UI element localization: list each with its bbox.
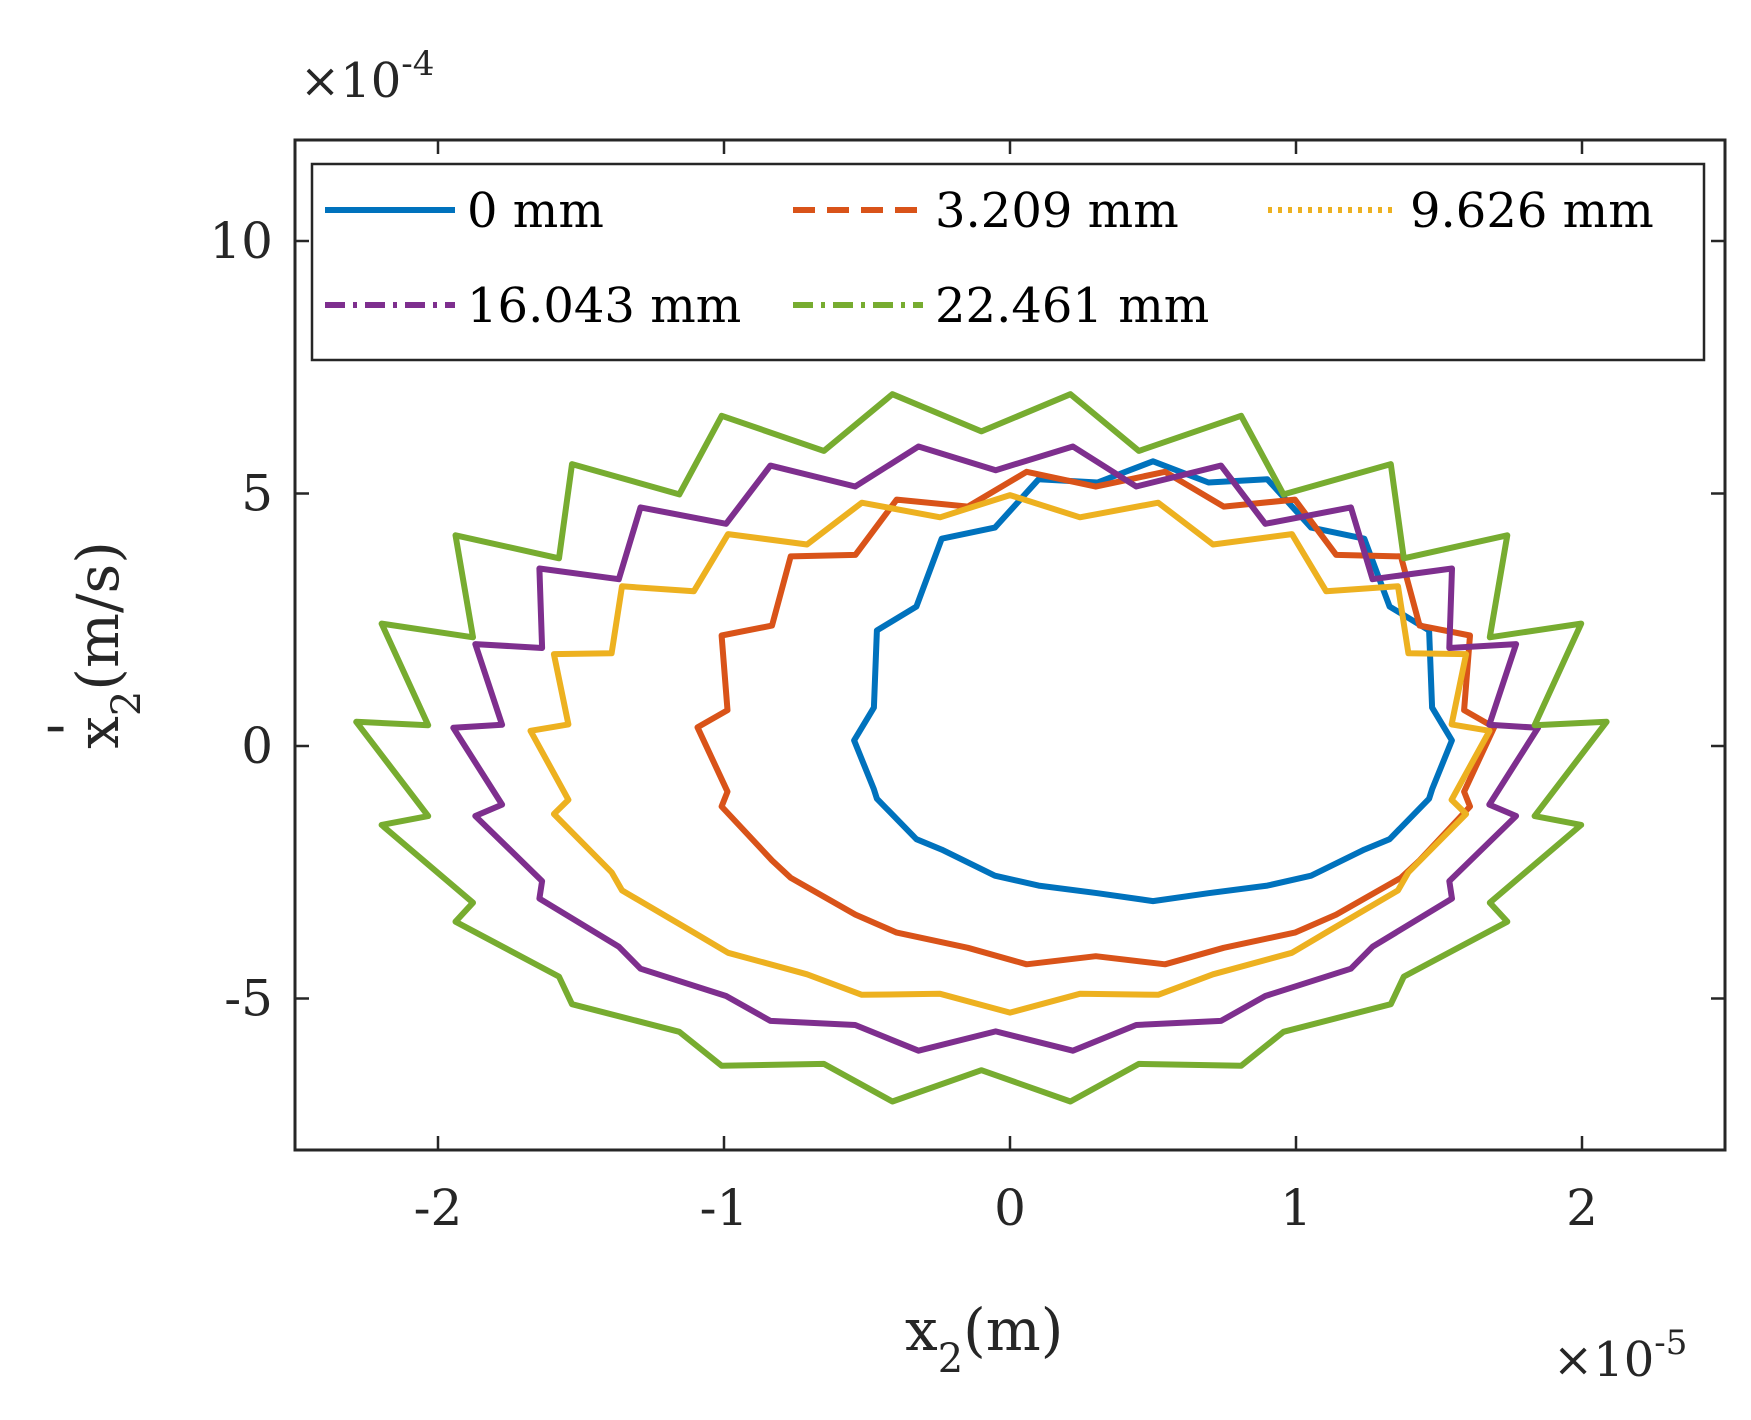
- x-tick-label: -1: [700, 1179, 749, 1237]
- legend-label-4: 16.043 mm: [467, 278, 741, 334]
- y-tick-label: -5: [224, 970, 273, 1028]
- x-axis-label: x2(m): [905, 1296, 1063, 1382]
- series-line-5: [353, 391, 1610, 1105]
- y-axis-prime: ': [36, 721, 104, 737]
- legend-box: [310, 162, 1706, 362]
- series-line-2: [694, 468, 1498, 968]
- x-tick-label: 2: [1566, 1179, 1598, 1237]
- y-tick-label: 0: [241, 717, 273, 775]
- legend-label-3: 9.626 mm: [1410, 183, 1654, 239]
- series-line-1: [851, 458, 1455, 905]
- x-multiplier: ×10-5: [1553, 1323, 1687, 1388]
- x-tick-label: 0: [994, 1179, 1026, 1237]
- legend-label-1: 0 mm: [467, 183, 604, 239]
- y-axis-label: x2(m/s): [64, 541, 150, 749]
- y-multiplier: ×10-4: [300, 44, 434, 109]
- plot-lines: [353, 391, 1610, 1105]
- x-tick-label: -2: [414, 1179, 463, 1237]
- legend-label-5: 22.461 mm: [935, 278, 1209, 334]
- series-line-4: [450, 443, 1542, 1054]
- legend: 0 mm 3.209 mm 9.626 mm 16.043 mm 22.461 mm: [310, 162, 1706, 362]
- y-tick-label: 10: [209, 212, 273, 270]
- y-tick-label: 5: [241, 465, 273, 523]
- ticks: -2 -1 0 1 2 -5 0 5 10: [209, 140, 1725, 1237]
- series-line-3: [527, 492, 1493, 1016]
- legend-label-2: 3.209 mm: [935, 183, 1179, 239]
- x-tick-label: 1: [1280, 1179, 1312, 1237]
